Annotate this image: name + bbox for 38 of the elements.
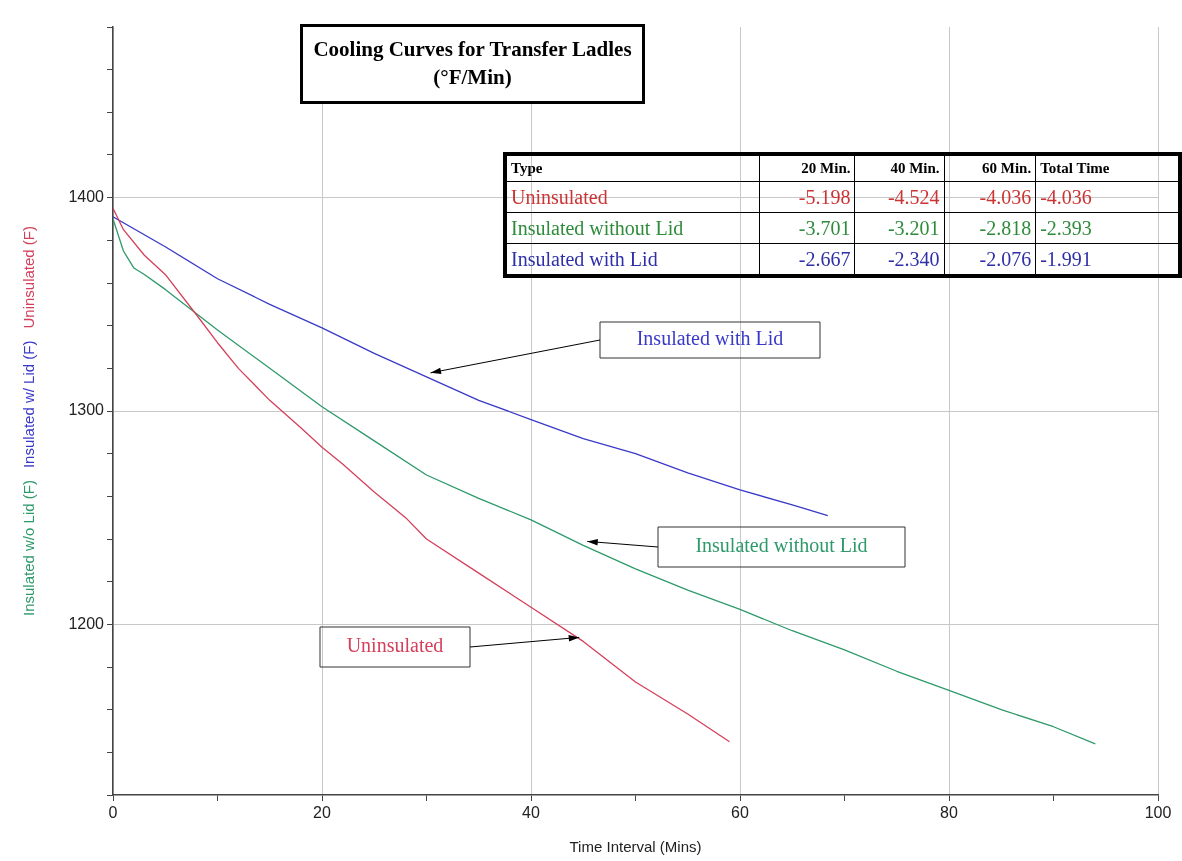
data-label: -4.036	[1035, 181, 1179, 213]
text: (°F/Min)	[432, 64, 513, 91]
x-tick-label: 100	[1144, 804, 1172, 822]
legend-label: Uninsulated	[506, 181, 760, 213]
legend-label: Insulated without Lid	[506, 212, 760, 244]
data-label: -2.393	[1035, 212, 1179, 244]
x-tick-label: 0	[108, 804, 118, 822]
category-label: 60 Min.	[944, 155, 1036, 182]
data-label: -2.076	[944, 243, 1036, 275]
data-label: -3.201	[854, 212, 945, 244]
x-tick-label: 20	[313, 804, 331, 822]
annotation: Insulated with Lid	[636, 327, 784, 350]
y-tick-label: 1300	[68, 401, 105, 419]
legend-label: Insulated with Lid	[506, 243, 760, 275]
text: Cooling Curves for Transfer Ladles	[312, 36, 633, 63]
data-label: -4.036	[944, 181, 1036, 213]
x-tick-label: 80	[940, 804, 958, 822]
category-label: 20 Min.	[759, 155, 855, 182]
y-tick-label: 1400	[68, 188, 105, 206]
x-tick-label: 40	[522, 804, 540, 822]
category-label: 40 Min.	[854, 155, 945, 182]
data-label: -2.340	[854, 243, 945, 275]
data-label: -1.991	[1035, 243, 1179, 275]
y-tick-label: 1200	[68, 614, 105, 632]
annotation: Uninsulated	[346, 634, 444, 657]
data-label: -5.198	[759, 181, 855, 213]
data-label: -2.667	[759, 243, 855, 275]
text: Insulated w/ Lid (F)	[19, 340, 37, 469]
category-label: Total Time	[1035, 155, 1179, 182]
text: Type	[506, 155, 760, 182]
data-label: -2.818	[944, 212, 1036, 244]
text: Insulated w/o Lid (F)	[19, 480, 37, 617]
annotation: Insulated without Lid	[695, 534, 868, 557]
data-label: -4.524	[854, 181, 945, 213]
x-axis-title: Time Interval (Mins)	[569, 838, 702, 856]
x-tick-label: 60	[731, 804, 749, 822]
text: Uninsulated (F)	[19, 225, 37, 329]
data-label: -3.701	[759, 212, 855, 244]
